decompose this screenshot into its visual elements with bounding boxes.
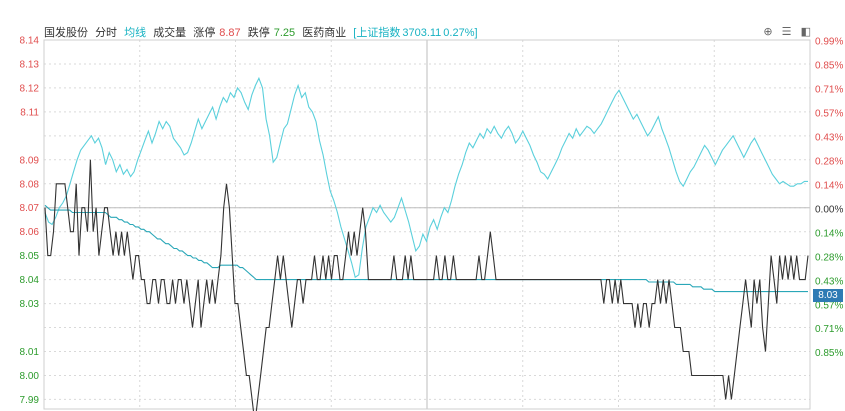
index-value: 3703.11	[402, 27, 442, 39]
price-axis: 8.14 8.13 8.12 8.11 8.09 8.08 8.07 8.06 8.05 8.04…	[20, 36, 40, 406]
price-tick-label: 8.14	[20, 36, 40, 47]
sector-name: 医药商业	[302, 27, 347, 39]
percent-tick-label: 0.28%	[815, 157, 843, 168]
price-tick-label: 7.99	[20, 395, 40, 406]
price-tick-label: 8.06	[20, 227, 40, 238]
tab-volume[interactable]: 成交量	[153, 27, 187, 39]
price-tick-label: 8.05	[20, 251, 40, 262]
zoom-icon[interactable]: ⊕	[763, 26, 773, 38]
price-tick-label: 8.01	[20, 347, 40, 358]
percent-tick-label: 0.14%	[815, 228, 843, 239]
plot-frame	[43, 39, 811, 410]
percent-tick-label: 0.71%	[815, 85, 843, 96]
menu-icon[interactable]: ☰	[781, 26, 792, 38]
percent-tick-label: 0.57%	[815, 300, 843, 311]
index-change: 0.27%]	[443, 27, 478, 39]
chart-header: 国发股份 分时 均线 成交量 涨停 8.87 跌停 7.25 医药商业 [上证指数 3…	[44, 24, 482, 40]
percent-tick-label: 0.71%	[815, 324, 843, 335]
limit-down-value: 7.25	[273, 27, 296, 39]
percent-tick-label: 0.14%	[815, 180, 843, 191]
percent-tick-label: 0.28%	[815, 252, 843, 263]
price-tick-label: 8.11	[20, 107, 39, 118]
percent-tick-label: 0.43%	[815, 133, 843, 144]
index-line	[44, 76, 808, 279]
percent-tick-label: 0.85%	[815, 348, 843, 359]
percent-tick-label: 0.57%	[815, 109, 843, 120]
price-tick-label: 8.00	[20, 371, 40, 382]
chart-toolbar: ⊕ ☰ ◧	[757, 25, 811, 38]
limit-up-label: 涨停	[193, 27, 216, 39]
chart-grid	[43, 39, 811, 410]
price-tick-label: 8.12	[20, 83, 40, 94]
tab-avg-line[interactable]: 均线	[124, 27, 147, 39]
price-tick-label: 8.04	[20, 275, 40, 286]
price-tick-label: 8.03	[20, 299, 40, 310]
percent-tick-label: 0.43%	[815, 276, 843, 287]
stock-name: 国发股份	[44, 27, 88, 39]
price-tick-label: 8.13	[20, 59, 40, 70]
percent-axis: 0.99% 0.85% 0.71% 0.57% 0.43% 0.28% 0.14% 0.00%…	[815, 37, 843, 359]
percent-tick-label: 0.85%	[815, 61, 843, 72]
price-tick-label: 8.07	[20, 203, 40, 214]
index-label[interactable]: [上证指数	[353, 27, 401, 39]
current-price-label: 8.03	[813, 289, 843, 302]
window-icon[interactable]: ◧	[800, 26, 811, 38]
percent-tick-label: 0.99%	[815, 37, 843, 48]
price-tick-label: 8.08	[20, 179, 40, 190]
tab-intraday[interactable]: 分时	[95, 27, 118, 39]
price-line	[44, 159, 809, 411]
price-tick-label: 8.09	[20, 155, 40, 166]
percent-tick-label: 0.00%	[815, 204, 843, 215]
limit-down-label: 跌停	[247, 27, 270, 39]
limit-up-value: 8.87	[219, 27, 241, 39]
